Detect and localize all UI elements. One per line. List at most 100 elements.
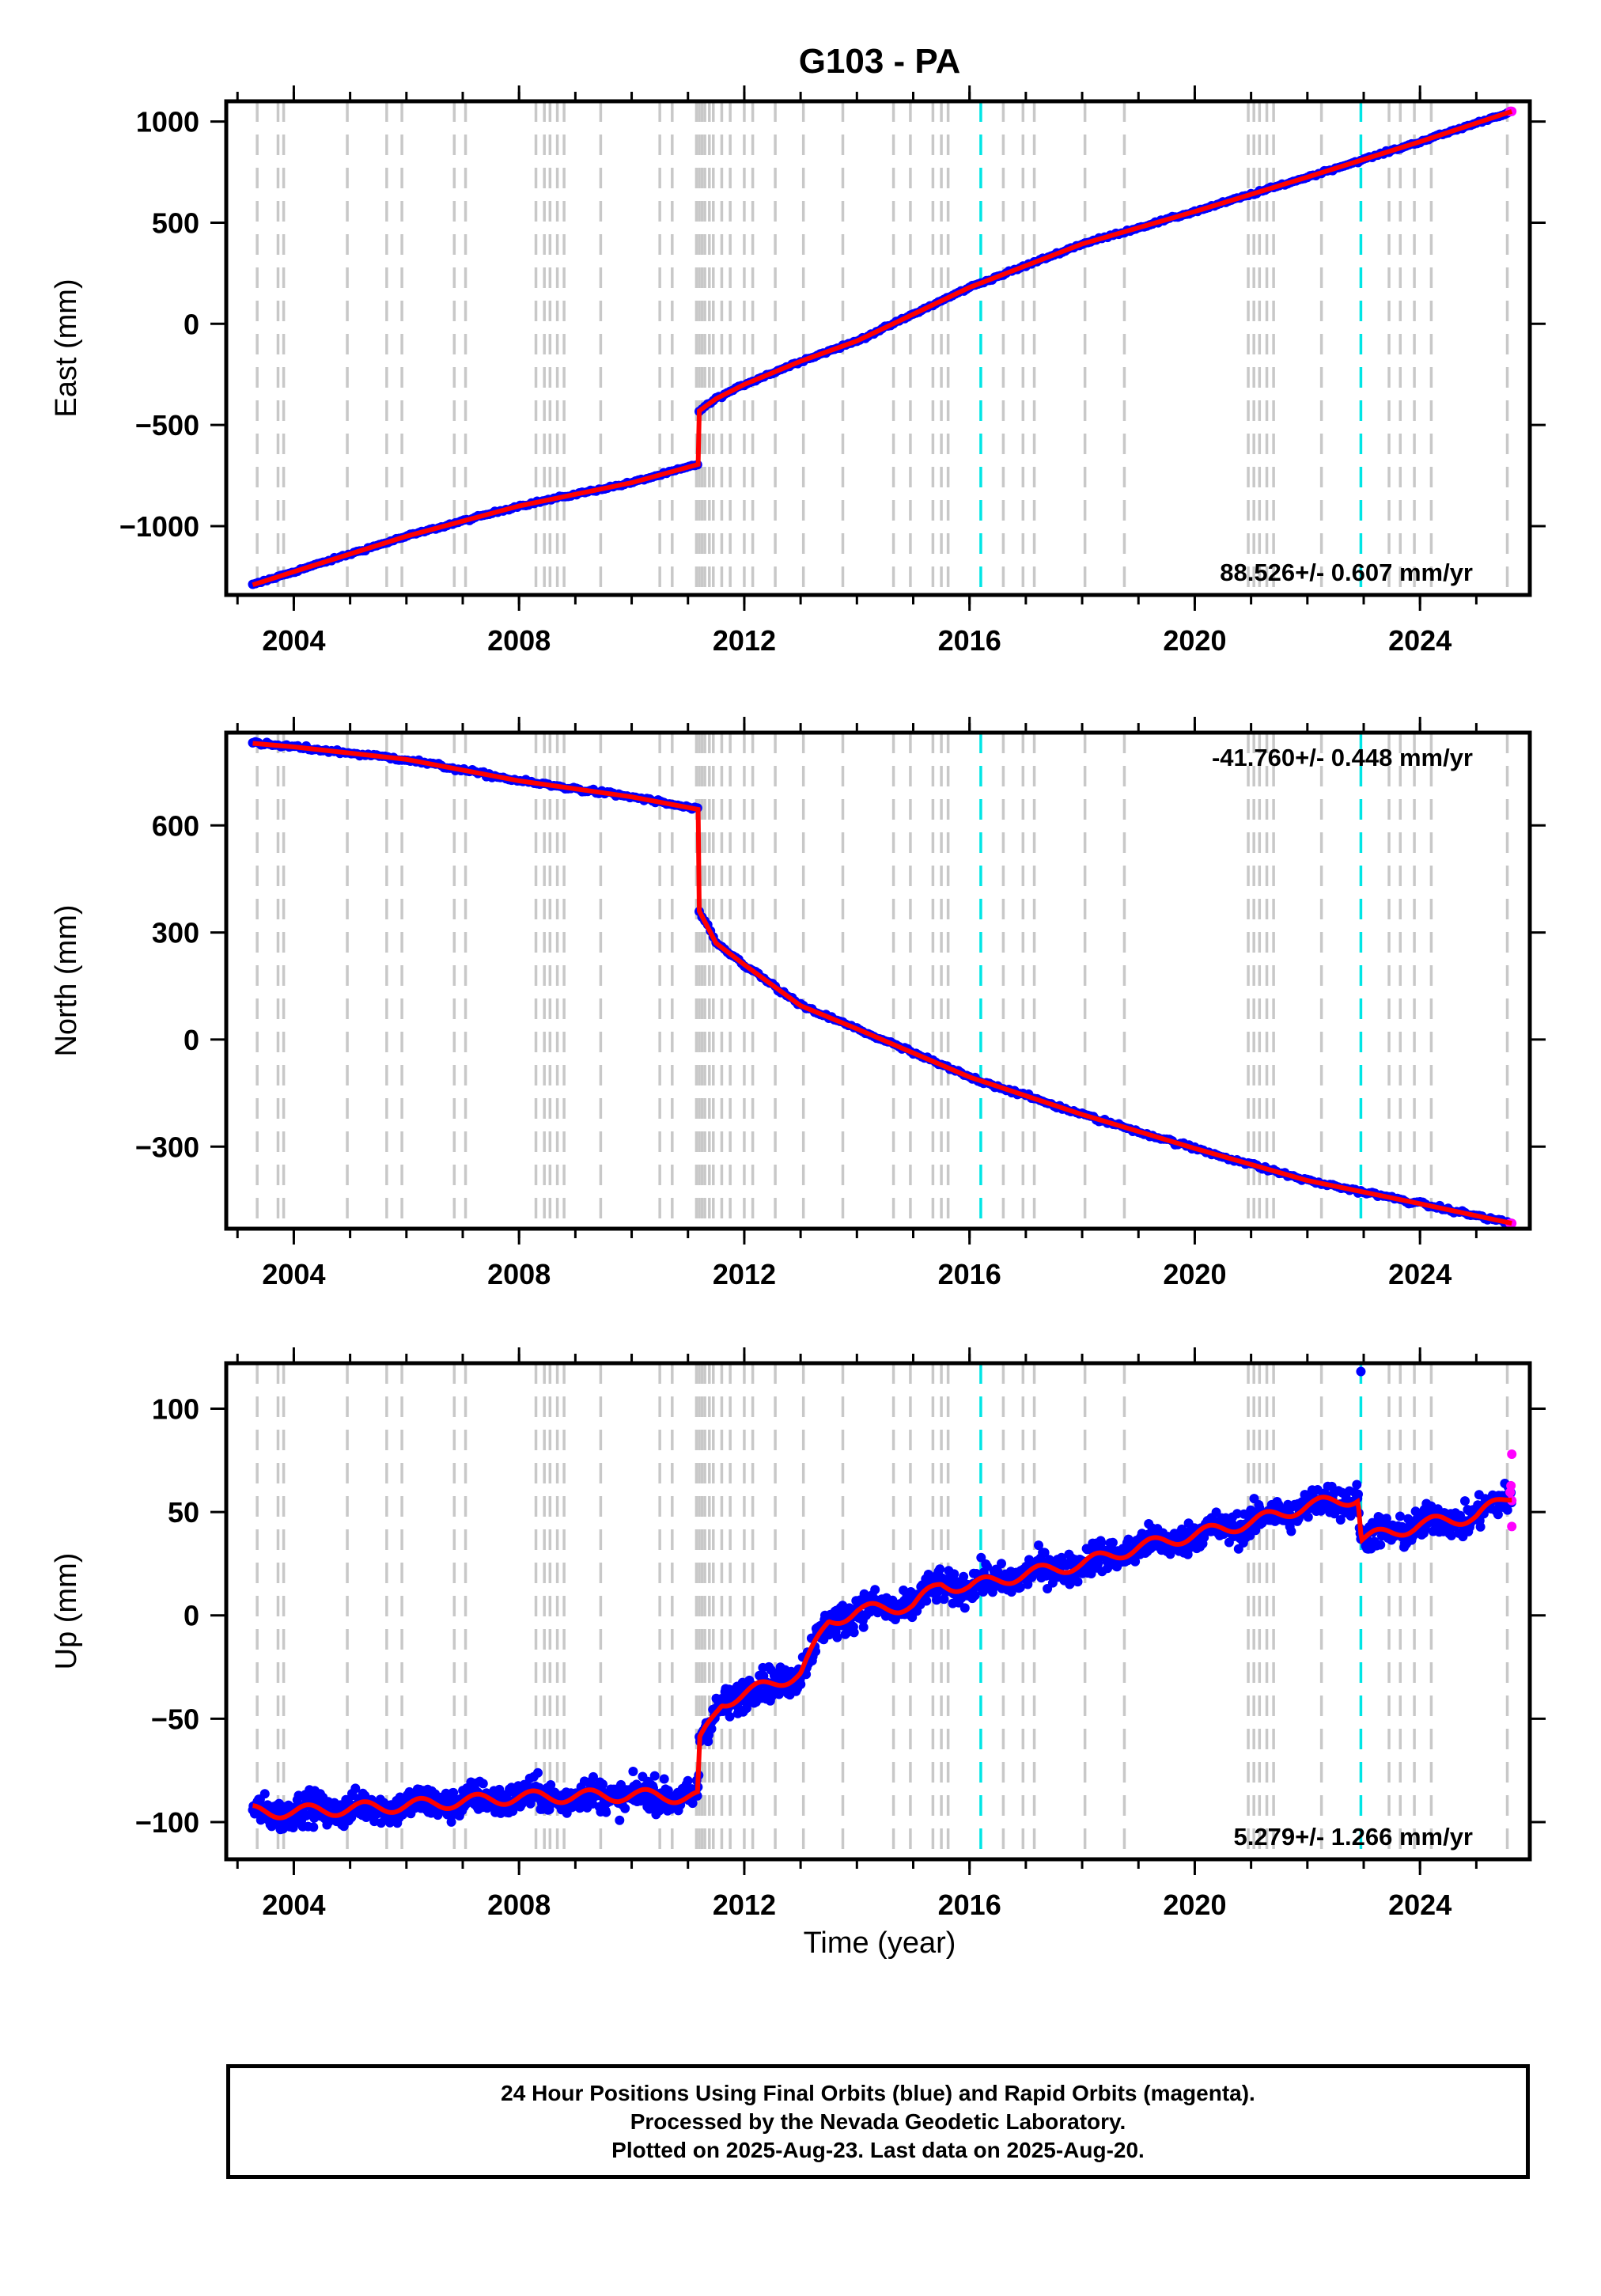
final-orbit-point (1130, 1556, 1141, 1567)
model-fit-line (252, 1495, 1512, 1821)
final-orbit-point (533, 1767, 543, 1778)
y-axis-label: Up (mm) (50, 1553, 83, 1670)
x-tick-label: 2016 (938, 624, 1001, 657)
velocity-rate-label: 5.279+/- 1.266 mm/yr (1234, 1823, 1473, 1851)
final-orbit-point (546, 1780, 556, 1790)
final-orbit-point (1073, 1577, 1083, 1587)
final-orbit-point (1183, 1549, 1193, 1559)
final-orbit-point (982, 1561, 992, 1571)
final-orbit-point (589, 1771, 598, 1782)
final-orbit-point (446, 1817, 456, 1827)
rapid-orbit-point (1507, 1521, 1517, 1532)
final-orbit-point (1460, 1496, 1470, 1506)
final-orbit-point (1107, 1537, 1118, 1548)
final-orbit-point (1381, 1514, 1391, 1524)
plot-frame (224, 1361, 1532, 1862)
final-orbit-point (796, 1679, 806, 1689)
final-orbit-point (1446, 1530, 1456, 1540)
final-orbit-point (949, 1569, 959, 1579)
final-orbit-point (1039, 1548, 1050, 1558)
final-orbit-point (959, 1571, 969, 1582)
y-tick-label: 100 (152, 1392, 199, 1425)
final-orbit-point (922, 1596, 932, 1606)
final-orbit-point (1123, 1534, 1134, 1544)
x-tick-label: 2024 (1388, 1258, 1451, 1290)
y-tick-label: −300 (135, 1131, 199, 1163)
final-orbit-point (725, 1711, 735, 1722)
y-tick-label: 0 (184, 1024, 199, 1056)
final-orbit-point (1096, 1537, 1107, 1548)
final-orbit-point (308, 1822, 319, 1832)
final-orbit-point (1034, 1540, 1043, 1551)
north-panel: 2004 2008 2012 2016 2020 2024 −300 0 300 600 North… (50, 717, 1546, 1290)
final-orbit-point (832, 1632, 842, 1642)
y-tick-label: 1000 (136, 106, 199, 138)
x-tick-label: 2012 (713, 1889, 776, 1921)
data-points (248, 1366, 1517, 1835)
rapid-orbit-point (1507, 1449, 1517, 1459)
final-orbit-point (687, 1798, 698, 1809)
event-lines (255, 733, 1509, 1229)
y-tick-label: −50 (151, 1703, 199, 1735)
final-orbit-point (1015, 1582, 1025, 1593)
y-tick-label: 500 (152, 206, 199, 239)
x-tick-label: 2012 (713, 1258, 776, 1290)
final-orbit-point (1286, 1526, 1296, 1536)
final-orbit-point (628, 1767, 638, 1776)
event-lines (255, 1363, 1509, 1859)
final-orbit-point (620, 1803, 630, 1813)
final-orbit-point (259, 1789, 270, 1799)
final-orbit-point (1165, 1549, 1175, 1559)
y-tick-label: 300 (152, 917, 199, 949)
x-tick-label: 2004 (262, 624, 325, 657)
final-orbit-point (1395, 1511, 1405, 1521)
footer-caption-box: 24 Hour Positions Using Final Orbits (bl… (226, 2064, 1530, 2179)
velocity-rate-label: -41.760+/- 0.448 mm/yr (1212, 744, 1473, 771)
model-fit-line (252, 108, 1513, 588)
chart-title: G103 - PA (799, 42, 961, 81)
final-orbit-point (935, 1564, 945, 1574)
y-tick-label: −500 (135, 409, 199, 441)
east-panel: 2004 2008 2012 2016 2020 2024 −1000 −500 0 500 100… (50, 85, 1546, 657)
x-tick-label: 2008 (487, 1889, 551, 1921)
final-orbit-point (350, 1783, 361, 1794)
final-orbit-point (997, 1559, 1006, 1569)
rapid-orbit-point (1506, 1480, 1516, 1491)
footer-line-3: Plotted on 2025-Aug-23. Last data on 202… (611, 2137, 1145, 2162)
x-tick-label: 2024 (1388, 1889, 1451, 1921)
final-orbit-point (601, 1807, 611, 1817)
y-tick-label: 0 (184, 1600, 199, 1632)
plot-frame (224, 730, 1532, 1231)
final-orbit-point (939, 1594, 949, 1605)
x-tick-label: 2016 (938, 1889, 1001, 1921)
x-tick-label: 2004 (262, 1889, 325, 1921)
y-axis-label: East (mm) (50, 278, 83, 417)
velocity-rate-label: 88.526+/- 0.607 mm/yr (1220, 559, 1473, 586)
final-orbit-point (649, 1771, 660, 1781)
plot-frame (224, 99, 1532, 597)
x-tick-label: 2020 (1163, 1889, 1226, 1921)
final-orbit-point (858, 1622, 869, 1632)
final-orbit-point (598, 1779, 607, 1790)
final-orbit-point (615, 1815, 625, 1825)
x-tick-label: 2020 (1163, 624, 1226, 657)
x-tick-label: 2004 (262, 1258, 325, 1290)
footer-line-2: Processed by the Nevada Geodetic Laborat… (630, 2108, 1126, 2134)
final-orbit-point (870, 1585, 880, 1595)
final-orbit-point (959, 1603, 970, 1613)
final-orbit-point (508, 1806, 518, 1817)
final-orbit-point (970, 1590, 980, 1601)
x-tick-label: 2012 (713, 624, 776, 657)
final-orbit-point (1044, 1555, 1054, 1565)
final-orbit-point (1232, 1509, 1243, 1519)
final-orbit-point (1353, 1489, 1363, 1499)
y-tick-label: 50 (168, 1496, 199, 1529)
x-tick-label: 2020 (1163, 1258, 1226, 1290)
final-orbit-point (1475, 1521, 1486, 1532)
x-axis-label: Time (year) (804, 1927, 956, 1960)
y-axis-label: North (mm) (50, 904, 83, 1056)
x-tick-label: 2008 (487, 624, 551, 657)
final-orbit-point (478, 1779, 488, 1789)
model-fit-line (252, 741, 1512, 1226)
final-orbit-point (1376, 1540, 1386, 1550)
